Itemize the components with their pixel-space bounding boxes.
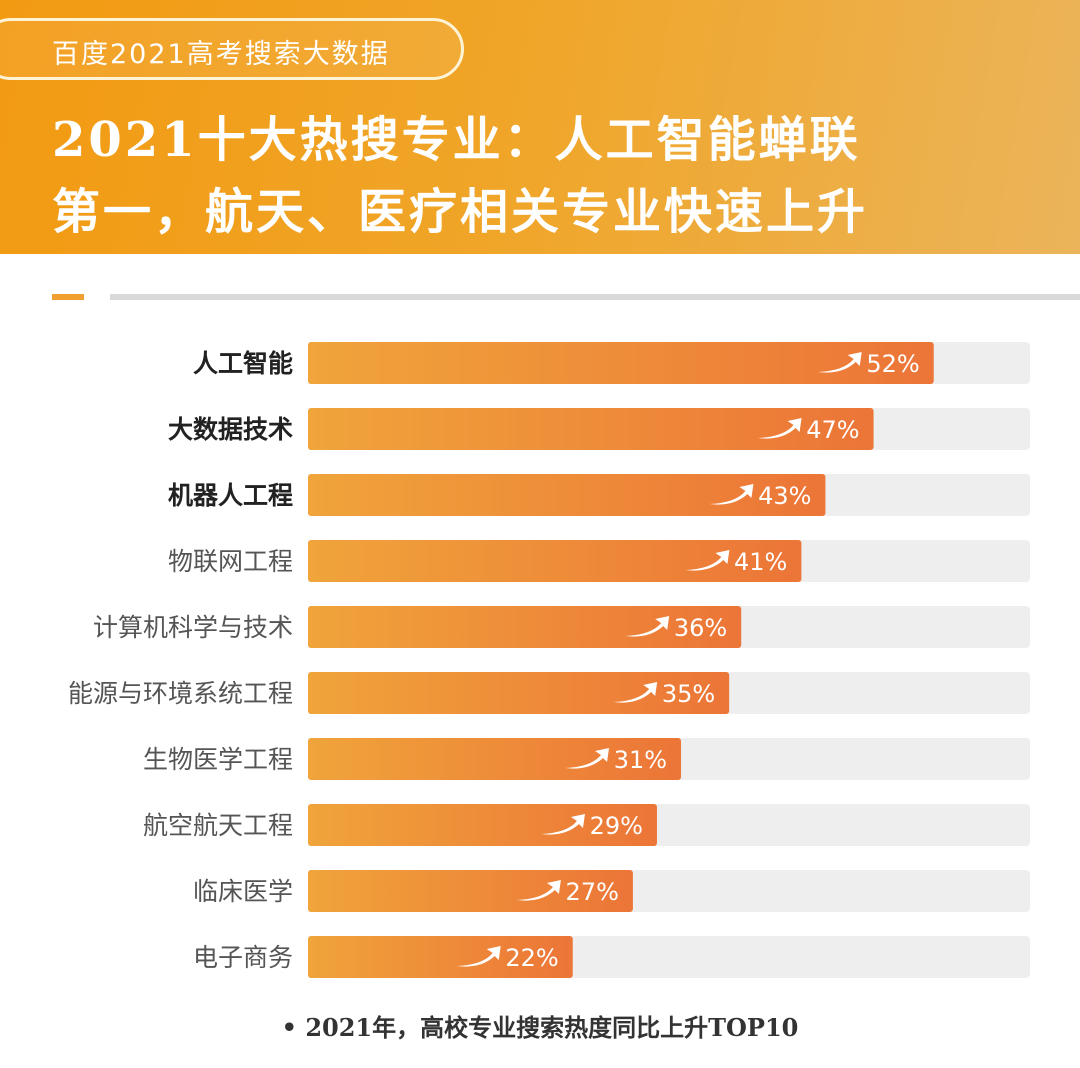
tag-text: 百度2021高考搜索大数据 [52, 39, 390, 70]
value-label: 47% [806, 416, 859, 444]
bar [308, 738, 682, 780]
category-label: 生物医学工程 [143, 745, 293, 774]
value-label: 27% [566, 878, 619, 906]
bar [308, 804, 657, 846]
value-label: 29% [590, 812, 643, 840]
up-trend-arrow-icon [613, 682, 658, 703]
bar [308, 408, 874, 450]
value-label: 43% [758, 482, 811, 510]
value-label: 41% [734, 548, 787, 576]
value-label: 31% [614, 746, 667, 774]
value-label: 35% [662, 680, 715, 708]
category-label: 物联网工程 [168, 547, 293, 576]
up-trend-arrow-icon [709, 484, 754, 505]
category-label: 机器人工程 [168, 481, 293, 510]
divider-rule [110, 294, 1080, 300]
up-trend-arrow-icon [540, 814, 585, 835]
chart-caption: • 2021年，高校专业搜索热度同比上升TOP10 [281, 1013, 799, 1042]
category-label: 航空航天工程 [143, 811, 293, 840]
up-trend-arrow-icon [516, 880, 561, 901]
bar [308, 870, 633, 912]
category-label: 大数据技术 [168, 415, 293, 444]
category-label: 电子商务 [193, 943, 293, 972]
title-line-2: 第一，航天、医疗相关专业快速上升 [52, 184, 869, 240]
up-trend-arrow-icon [625, 616, 670, 637]
bar [308, 540, 802, 582]
up-trend-arrow-icon [817, 352, 862, 373]
bar [308, 936, 573, 978]
up-trend-arrow-icon [565, 748, 610, 769]
category-label: 临床医学 [193, 877, 293, 906]
header-banner: 百度2021高考搜索大数据 2021十大热搜专业：人工智能蝉联 第一，航天、医疗… [0, 0, 1080, 254]
up-trend-arrow-icon [456, 946, 501, 967]
value-label: 36% [674, 614, 727, 642]
up-trend-arrow-icon [685, 550, 730, 571]
bar [308, 606, 742, 648]
bar [308, 672, 730, 714]
bar [308, 474, 826, 516]
tag-pill [0, 18, 464, 80]
category-label: 计算机科学与技术 [93, 613, 293, 642]
category-label: 能源与环境系统工程 [68, 679, 293, 708]
divider-accent [52, 294, 84, 300]
value-label: 22% [505, 944, 558, 972]
title-line-1: 2021十大热搜专业：人工智能蝉联 [52, 112, 861, 168]
category-label: 人工智能 [193, 349, 293, 378]
bar [308, 342, 934, 384]
up-trend-arrow-icon [757, 418, 802, 439]
value-label: 52% [866, 350, 919, 378]
